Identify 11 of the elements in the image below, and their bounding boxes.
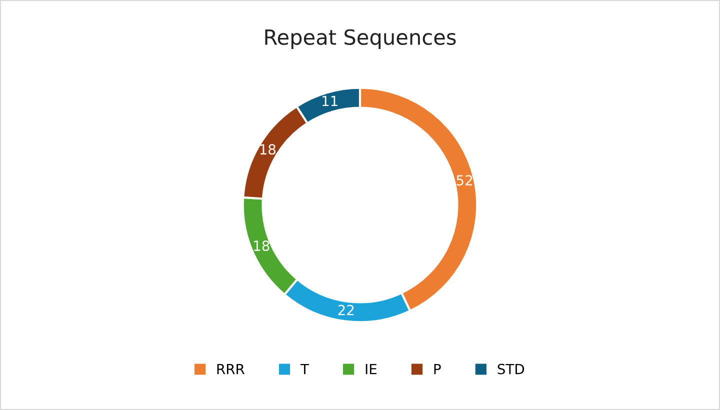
legend-label: IE [366,364,376,374]
legend-label: T [300,364,309,374]
legend-label: P [434,364,441,374]
data-label: 18 [260,144,276,155]
chart-title: Repeat Sequences [265,29,456,50]
data-label: 11 [322,96,338,106]
data-label: 18 [254,240,270,252]
data-label: 22 [338,304,354,316]
data-label: 52 [456,175,472,186]
legend-label: RRR [217,364,245,374]
legend-label: STD [498,364,524,374]
